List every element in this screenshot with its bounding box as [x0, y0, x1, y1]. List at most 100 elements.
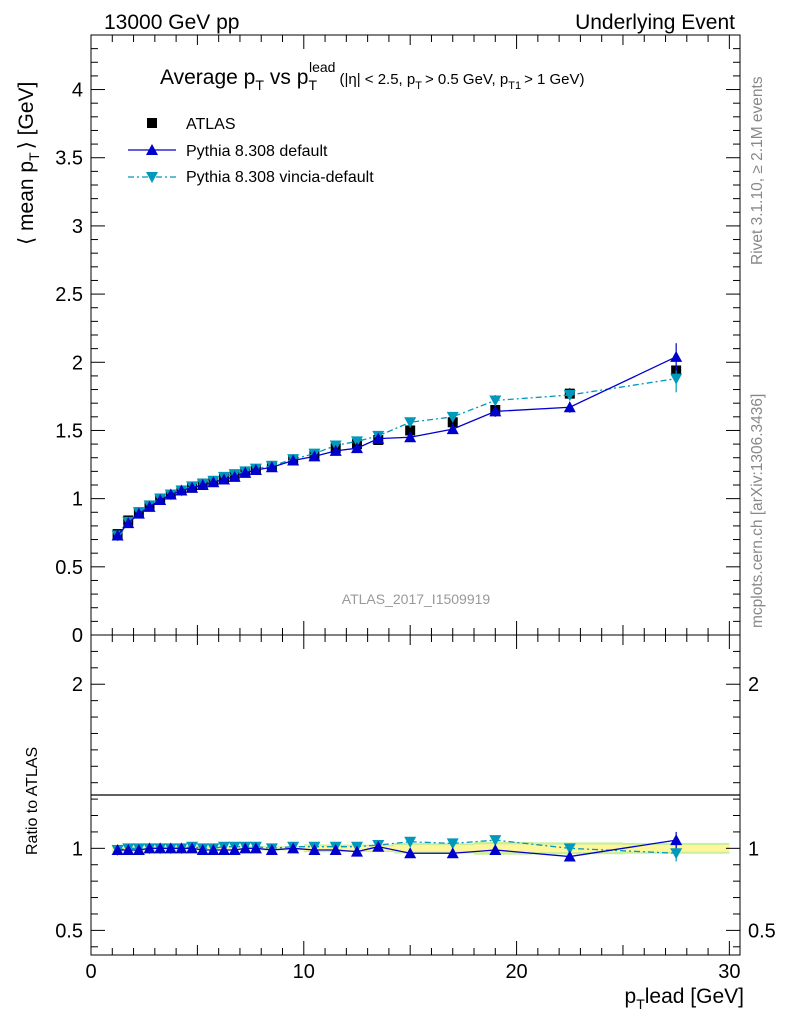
- default-ratio-marker: [287, 842, 300, 854]
- vincia-ratio-marker: [446, 838, 459, 850]
- default-ratio-marker: [265, 843, 278, 855]
- default-main-marker: [111, 529, 124, 541]
- vincia-main-marker: [563, 390, 576, 401]
- default-main-line: [117, 356, 677, 536]
- default-main-marker: [175, 484, 188, 496]
- default-main-marker: [489, 405, 502, 417]
- ratio-y-tick-label: 1: [72, 838, 83, 860]
- x-tick-label: 20: [505, 961, 527, 983]
- default-ratio-marker: [350, 845, 363, 857]
- default-ratio-marker: [446, 847, 459, 859]
- default-main-marker: [154, 494, 167, 505]
- vincia-main-marker: [350, 436, 363, 448]
- default-main-marker: [350, 442, 363, 454]
- default-ratio-marker: [143, 842, 156, 854]
- default-ratio-marker: [132, 843, 145, 855]
- x-tick-label: 10: [293, 961, 315, 983]
- default-ratio-marker: [196, 843, 209, 855]
- default-main-marker: [143, 500, 156, 512]
- vincia-ratio-marker: [670, 848, 683, 860]
- legend-label-atlas: ATLAS: [186, 116, 236, 133]
- legend-label-vincia: Pythia 8.308 vincia-default: [186, 169, 374, 186]
- default-main-marker: [164, 488, 177, 500]
- vincia-ratio-marker: [563, 843, 576, 855]
- vincia-main-line: [117, 377, 677, 536]
- main-x-ticks: [90, 35, 730, 635]
- default-main-marker: [228, 470, 241, 482]
- x-tick-labels: 0 10 20 30: [85, 961, 740, 983]
- default-main-marker: [308, 450, 321, 462]
- default-main-marker: [122, 517, 135, 529]
- main-series-layer: [111, 343, 683, 542]
- default-main-marker: [287, 454, 300, 466]
- default-main-marker: [239, 466, 252, 478]
- default-main-marker: [249, 464, 262, 475]
- default-ratio-marker: [164, 842, 177, 854]
- default-ratio-marker: [111, 843, 124, 855]
- vincia-ratio-marker: [404, 836, 417, 848]
- vincia-main-marker: [670, 373, 683, 385]
- ratio-y-tick-label: 0.5: [55, 920, 83, 942]
- default-main-marker: [670, 350, 683, 362]
- y-tick-label: 2.5: [55, 284, 83, 306]
- y-tick-label: 2: [72, 352, 83, 374]
- ratio-y-tick-label: 2: [72, 674, 83, 696]
- default-ratio-marker: [186, 842, 199, 854]
- vincia-main-marker: [446, 411, 459, 423]
- ratio-y-tick-label-right: 0.5: [748, 920, 776, 942]
- default-main-marker: [196, 479, 209, 490]
- y-tick-label: 3.5: [55, 148, 83, 170]
- default-ratio-marker: [372, 840, 385, 852]
- default-ratio-marker: [308, 843, 321, 855]
- legend-marker-default: [146, 144, 158, 155]
- default-ratio-marker: [122, 843, 135, 855]
- ratio-band-inner: [532, 844, 623, 853]
- ratio-y-ticks: [91, 650, 740, 948]
- default-main-marker: [563, 401, 576, 413]
- default-main-marker: [207, 476, 220, 488]
- default-ratio-marker: [249, 842, 262, 854]
- ratio-y-tick-labels: 0.5 0.5 1 1 2 2: [55, 674, 776, 942]
- default-ratio-marker: [207, 843, 220, 855]
- default-ratio-marker: [404, 847, 417, 859]
- y-tick-label: 1.5: [55, 420, 83, 442]
- default-main-marker: [329, 444, 342, 456]
- ratio-y-tick-label-right: 1: [748, 838, 759, 860]
- default-main-marker: [217, 473, 230, 485]
- y-tick-label: 0.5: [55, 557, 83, 579]
- default-main-marker: [404, 431, 417, 443]
- default-main-marker: [372, 432, 385, 444]
- main-y-axis-label: ⟨ mean pT⟩ [GeV]: [15, 82, 42, 245]
- header-right: Underlying Event: [575, 11, 735, 34]
- default-main-marker: [446, 423, 459, 435]
- ratio-band-inner: [394, 845, 432, 852]
- default-main-marker: [132, 507, 145, 519]
- x-tick-label: 0: [85, 961, 96, 983]
- default-ratio-marker: [154, 842, 167, 854]
- x-axis-label: pTlead [GeV]: [625, 985, 744, 1012]
- atlas-marker: [405, 425, 416, 436]
- default-main-marker: [186, 481, 199, 493]
- main-y-ticks: [91, 48, 740, 636]
- default-ratio-marker: [217, 843, 230, 855]
- legend-label-default: Pythia 8.308 default: [186, 143, 328, 160]
- default-ratio-marker: [670, 834, 683, 846]
- main-y-tick-labels: 0 0.5 1 1.5 2 2.5 3 3.5 4: [55, 80, 83, 647]
- default-ratio-marker: [228, 843, 241, 855]
- default-ratio-marker: [489, 843, 502, 855]
- default-main-marker: [265, 461, 278, 473]
- y-tick-label: 4: [72, 80, 83, 102]
- vincia-main-marker: [404, 417, 417, 429]
- vincia-ratio-marker: [489, 835, 502, 847]
- ratio-x-ticks: [90, 635, 730, 955]
- analysis-watermark: ATLAS_2017_I1509919: [342, 591, 491, 607]
- default-ratio-marker: [563, 850, 576, 862]
- default-ratio-marker: [329, 843, 342, 855]
- legend: ATLAS Pythia 8.308 default Pythia 8.308 …: [128, 116, 374, 186]
- ratio-band-inner: [474, 844, 533, 853]
- ratio-y-tick-label-right: 2: [748, 674, 759, 696]
- legend-marker-atlas: [147, 118, 157, 128]
- header-left: 13000 GeV pp: [104, 11, 239, 34]
- y-tick-label: 0: [72, 625, 83, 647]
